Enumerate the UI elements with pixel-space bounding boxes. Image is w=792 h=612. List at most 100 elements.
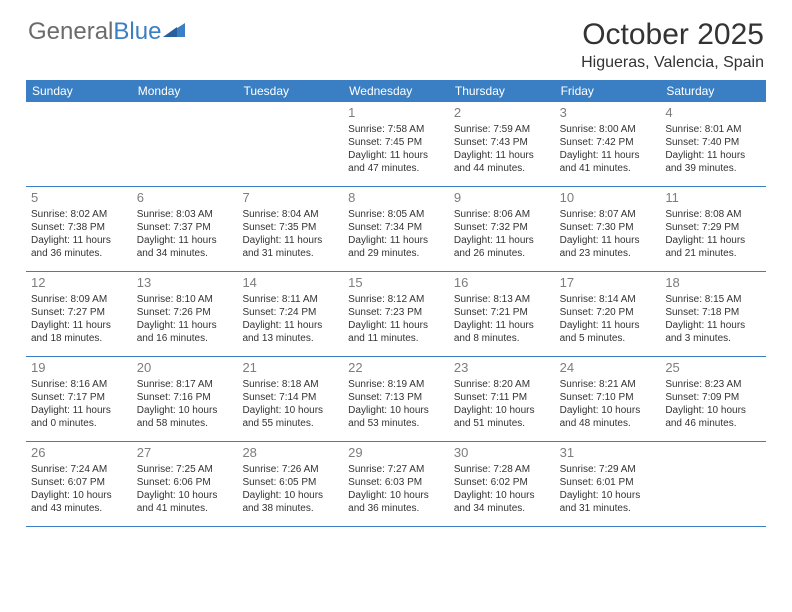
day-details: Sunrise: 8:11 AMSunset: 7:24 PMDaylight:… [242, 293, 338, 345]
day-number: 19 [31, 360, 127, 377]
location-text: Higueras, Valencia, Spain [581, 54, 764, 72]
day-cell: 10Sunrise: 8:07 AMSunset: 7:30 PMDayligh… [555, 187, 661, 271]
month-title: October 2025 [581, 18, 764, 52]
weekday-header: Thursday [449, 80, 555, 102]
day-cell: 7Sunrise: 8:04 AMSunset: 7:35 PMDaylight… [237, 187, 343, 271]
day-number: 2 [454, 105, 550, 122]
day-details: Sunrise: 8:03 AMSunset: 7:37 PMDaylight:… [137, 208, 233, 260]
day-cell: 27Sunrise: 7:25 AMSunset: 6:06 PMDayligh… [132, 442, 238, 526]
day-number: 20 [137, 360, 233, 377]
day-cell: 17Sunrise: 8:14 AMSunset: 7:20 PMDayligh… [555, 272, 661, 356]
day-cell: 29Sunrise: 7:27 AMSunset: 6:03 PMDayligh… [343, 442, 449, 526]
day-cell: 1Sunrise: 7:58 AMSunset: 7:45 PMDaylight… [343, 102, 449, 186]
day-cell: 16Sunrise: 8:13 AMSunset: 7:21 PMDayligh… [449, 272, 555, 356]
day-details: Sunrise: 7:25 AMSunset: 6:06 PMDaylight:… [137, 463, 233, 515]
day-number: 10 [560, 190, 656, 207]
title-block: October 2025 Higueras, Valencia, Spain [581, 18, 764, 72]
day-cell: 22Sunrise: 8:19 AMSunset: 7:13 PMDayligh… [343, 357, 449, 441]
weekday-header: Sunday [26, 80, 132, 102]
day-details: Sunrise: 8:18 AMSunset: 7:14 PMDaylight:… [242, 378, 338, 430]
day-details: Sunrise: 8:14 AMSunset: 7:20 PMDaylight:… [560, 293, 656, 345]
day-details: Sunrise: 8:08 AMSunset: 7:29 PMDaylight:… [665, 208, 761, 260]
week-row: 5Sunrise: 8:02 AMSunset: 7:38 PMDaylight… [26, 187, 766, 272]
logo-text-gray: General [28, 18, 113, 46]
day-number: 23 [454, 360, 550, 377]
day-number: 11 [665, 190, 761, 207]
day-cell: 2Sunrise: 7:59 AMSunset: 7:43 PMDaylight… [449, 102, 555, 186]
weekday-header: Wednesday [343, 80, 449, 102]
day-details: Sunrise: 7:26 AMSunset: 6:05 PMDaylight:… [242, 463, 338, 515]
day-cell: 20Sunrise: 8:17 AMSunset: 7:16 PMDayligh… [132, 357, 238, 441]
day-cell [237, 102, 343, 186]
day-details: Sunrise: 7:29 AMSunset: 6:01 PMDaylight:… [560, 463, 656, 515]
day-cell: 24Sunrise: 8:21 AMSunset: 7:10 PMDayligh… [555, 357, 661, 441]
day-details: Sunrise: 8:19 AMSunset: 7:13 PMDaylight:… [348, 378, 444, 430]
day-details: Sunrise: 8:17 AMSunset: 7:16 PMDaylight:… [137, 378, 233, 430]
day-number: 24 [560, 360, 656, 377]
day-cell: 19Sunrise: 8:16 AMSunset: 7:17 PMDayligh… [26, 357, 132, 441]
logo: GeneralBlue [28, 18, 185, 46]
weekday-header: Saturday [660, 80, 766, 102]
day-number: 28 [242, 445, 338, 462]
day-number: 18 [665, 275, 761, 292]
day-details: Sunrise: 7:59 AMSunset: 7:43 PMDaylight:… [454, 123, 550, 175]
day-cell: 23Sunrise: 8:20 AMSunset: 7:11 PMDayligh… [449, 357, 555, 441]
day-details: Sunrise: 7:24 AMSunset: 6:07 PMDaylight:… [31, 463, 127, 515]
day-number: 30 [454, 445, 550, 462]
day-cell: 6Sunrise: 8:03 AMSunset: 7:37 PMDaylight… [132, 187, 238, 271]
day-cell: 12Sunrise: 8:09 AMSunset: 7:27 PMDayligh… [26, 272, 132, 356]
weekday-header-row: Sunday Monday Tuesday Wednesday Thursday… [26, 80, 766, 102]
day-number: 7 [242, 190, 338, 207]
day-number: 9 [454, 190, 550, 207]
day-details: Sunrise: 8:01 AMSunset: 7:40 PMDaylight:… [665, 123, 761, 175]
week-row: 26Sunrise: 7:24 AMSunset: 6:07 PMDayligh… [26, 442, 766, 527]
day-details: Sunrise: 8:15 AMSunset: 7:18 PMDaylight:… [665, 293, 761, 345]
day-cell: 26Sunrise: 7:24 AMSunset: 6:07 PMDayligh… [26, 442, 132, 526]
day-details: Sunrise: 8:21 AMSunset: 7:10 PMDaylight:… [560, 378, 656, 430]
day-number: 17 [560, 275, 656, 292]
day-cell: 18Sunrise: 8:15 AMSunset: 7:18 PMDayligh… [660, 272, 766, 356]
day-cell: 15Sunrise: 8:12 AMSunset: 7:23 PMDayligh… [343, 272, 449, 356]
page-header: GeneralBlue October 2025 Higueras, Valen… [0, 0, 792, 80]
day-number: 21 [242, 360, 338, 377]
day-cell: 13Sunrise: 8:10 AMSunset: 7:26 PMDayligh… [132, 272, 238, 356]
day-cell: 25Sunrise: 8:23 AMSunset: 7:09 PMDayligh… [660, 357, 766, 441]
day-number: 15 [348, 275, 444, 292]
weekday-header: Monday [132, 80, 238, 102]
day-number: 25 [665, 360, 761, 377]
day-details: Sunrise: 8:02 AMSunset: 7:38 PMDaylight:… [31, 208, 127, 260]
week-row: 19Sunrise: 8:16 AMSunset: 7:17 PMDayligh… [26, 357, 766, 442]
day-cell: 21Sunrise: 8:18 AMSunset: 7:14 PMDayligh… [237, 357, 343, 441]
day-number: 8 [348, 190, 444, 207]
day-cell [132, 102, 238, 186]
day-cell: 5Sunrise: 8:02 AMSunset: 7:38 PMDaylight… [26, 187, 132, 271]
day-details: Sunrise: 8:05 AMSunset: 7:34 PMDaylight:… [348, 208, 444, 260]
day-details: Sunrise: 8:06 AMSunset: 7:32 PMDaylight:… [454, 208, 550, 260]
day-details: Sunrise: 7:58 AMSunset: 7:45 PMDaylight:… [348, 123, 444, 175]
day-details: Sunrise: 8:10 AMSunset: 7:26 PMDaylight:… [137, 293, 233, 345]
day-cell: 3Sunrise: 8:00 AMSunset: 7:42 PMDaylight… [555, 102, 661, 186]
day-details: Sunrise: 7:28 AMSunset: 6:02 PMDaylight:… [454, 463, 550, 515]
day-number: 6 [137, 190, 233, 207]
day-number: 12 [31, 275, 127, 292]
day-details: Sunrise: 8:00 AMSunset: 7:42 PMDaylight:… [560, 123, 656, 175]
day-number: 29 [348, 445, 444, 462]
week-row: 12Sunrise: 8:09 AMSunset: 7:27 PMDayligh… [26, 272, 766, 357]
day-details: Sunrise: 8:04 AMSunset: 7:35 PMDaylight:… [242, 208, 338, 260]
day-cell: 9Sunrise: 8:06 AMSunset: 7:32 PMDaylight… [449, 187, 555, 271]
day-cell [26, 102, 132, 186]
day-number: 1 [348, 105, 444, 122]
day-number: 13 [137, 275, 233, 292]
day-details: Sunrise: 8:16 AMSunset: 7:17 PMDaylight:… [31, 378, 127, 430]
day-number: 31 [560, 445, 656, 462]
day-number: 5 [31, 190, 127, 207]
week-row: 1Sunrise: 7:58 AMSunset: 7:45 PMDaylight… [26, 102, 766, 187]
weekday-header: Tuesday [237, 80, 343, 102]
day-number: 14 [242, 275, 338, 292]
day-details: Sunrise: 8:13 AMSunset: 7:21 PMDaylight:… [454, 293, 550, 345]
day-details: Sunrise: 7:27 AMSunset: 6:03 PMDaylight:… [348, 463, 444, 515]
day-number: 16 [454, 275, 550, 292]
day-cell [660, 442, 766, 526]
day-cell: 11Sunrise: 8:08 AMSunset: 7:29 PMDayligh… [660, 187, 766, 271]
day-cell: 28Sunrise: 7:26 AMSunset: 6:05 PMDayligh… [237, 442, 343, 526]
